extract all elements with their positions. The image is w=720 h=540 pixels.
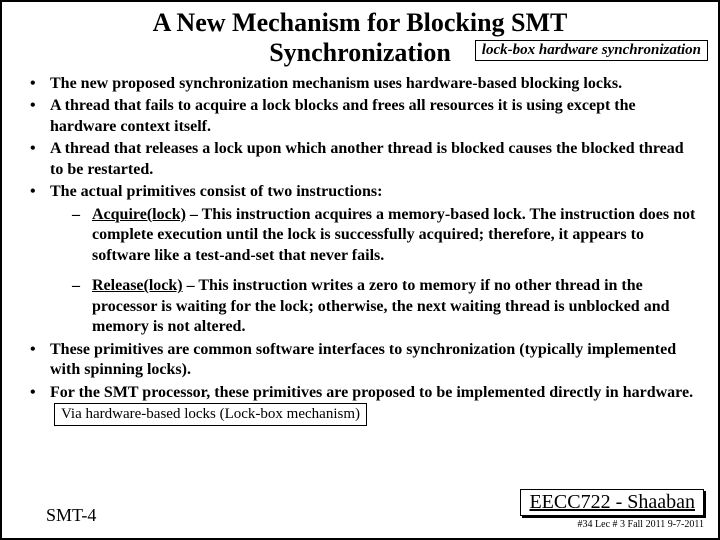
footer-right: EECC722 - Shaaban #34 Lec # 3 Fall 2011 … bbox=[520, 489, 704, 530]
slide-frame: A New Mechanism for Blocking SMT Synchro… bbox=[0, 0, 720, 540]
via-box: Via hardware-based locks (Lock-box mecha… bbox=[54, 403, 367, 426]
bullet-6-lead: For the SMT processor, these primitives … bbox=[50, 384, 693, 401]
sub-list: Acquire(lock) – This instruction acquire… bbox=[50, 205, 698, 338]
bullet-list: The new proposed synchronization mechani… bbox=[22, 74, 698, 426]
title-line-2: Synchronization bbox=[269, 38, 451, 68]
release-name: Release(lock) bbox=[92, 277, 183, 294]
bullet-4-lead: The actual primitives consist of two ins… bbox=[50, 183, 382, 200]
title-block: A New Mechanism for Blocking SMT Synchro… bbox=[22, 8, 698, 68]
bullet-5: These primitives are common software int… bbox=[22, 340, 698, 381]
sub-release: Release(lock) – This instruction writes … bbox=[72, 276, 698, 337]
bullet-2: A thread that fails to acquire a lock bl… bbox=[22, 96, 698, 137]
content-area: The new proposed synchronization mechani… bbox=[22, 74, 698, 426]
title-line-1: A New Mechanism for Blocking SMT bbox=[22, 8, 698, 38]
bullet-6: For the SMT processor, these primitives … bbox=[22, 383, 698, 427]
bullet-3: A thread that releases a lock upon which… bbox=[22, 139, 698, 180]
course-text: EECC722 - Shaaban bbox=[529, 491, 695, 513]
bullet-1: The new proposed synchronization mechani… bbox=[22, 74, 698, 94]
footer-left: SMT-4 bbox=[46, 505, 96, 526]
acquire-name: Acquire(lock) bbox=[92, 206, 186, 223]
bullet-4: The actual primitives consist of two ins… bbox=[22, 182, 698, 337]
sub-acquire: Acquire(lock) – This instruction acquire… bbox=[72, 205, 698, 266]
footer-meta: #34 Lec # 3 Fall 2011 9-7-2011 bbox=[520, 519, 704, 530]
title-badge: lock-box hardware synchronization bbox=[475, 40, 708, 61]
course-box: EECC722 - Shaaban bbox=[520, 489, 704, 516]
sub-gap bbox=[72, 268, 698, 276]
